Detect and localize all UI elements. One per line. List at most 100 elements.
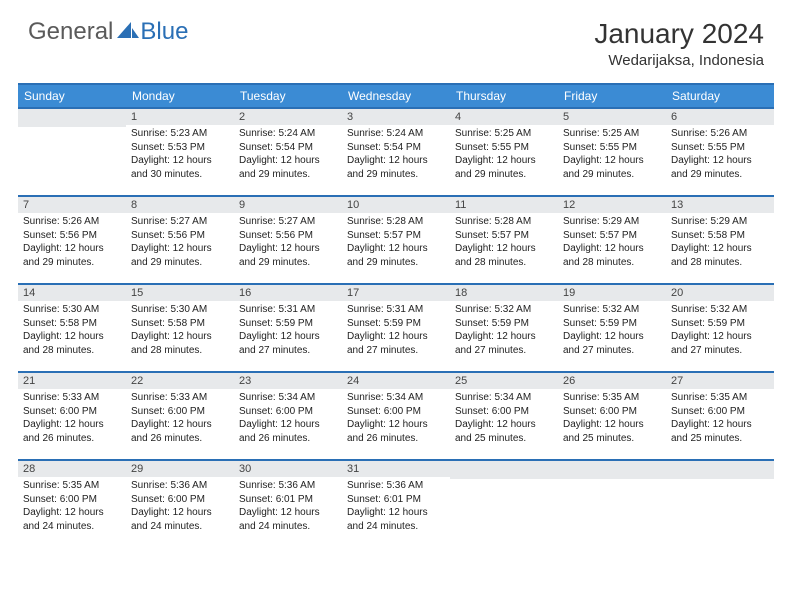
day-daylight: Daylight: 12 hours and 28 minutes. <box>671 242 769 269</box>
day-sunset: Sunset: 5:56 PM <box>23 229 121 243</box>
day-body: Sunrise: 5:24 AMSunset: 5:54 PMDaylight:… <box>342 125 450 185</box>
day-sunrise: Sunrise: 5:23 AM <box>131 127 229 141</box>
weekday-header: Thursday <box>450 84 558 108</box>
day-body: Sunrise: 5:32 AMSunset: 5:59 PMDaylight:… <box>450 301 558 361</box>
day-daylight: Daylight: 12 hours and 29 minutes. <box>671 154 769 181</box>
day-body: Sunrise: 5:35 AMSunset: 6:00 PMDaylight:… <box>18 477 126 537</box>
weekday-header: Sunday <box>18 84 126 108</box>
calendar-cell: 18Sunrise: 5:32 AMSunset: 5:59 PMDayligh… <box>450 284 558 372</box>
calendar-cell: 17Sunrise: 5:31 AMSunset: 5:59 PMDayligh… <box>342 284 450 372</box>
day-sunset: Sunset: 5:57 PM <box>455 229 553 243</box>
day-body: Sunrise: 5:35 AMSunset: 6:00 PMDaylight:… <box>558 389 666 449</box>
day-number: 30 <box>234 461 342 477</box>
day-body: Sunrise: 5:36 AMSunset: 6:00 PMDaylight:… <box>126 477 234 537</box>
day-sunrise: Sunrise: 5:29 AM <box>563 215 661 229</box>
calendar-cell: 28Sunrise: 5:35 AMSunset: 6:00 PMDayligh… <box>18 460 126 548</box>
day-daylight: Daylight: 12 hours and 28 minutes. <box>455 242 553 269</box>
day-num-empty <box>558 461 666 479</box>
day-sunset: Sunset: 6:01 PM <box>239 493 337 507</box>
day-number: 24 <box>342 373 450 389</box>
calendar-cell: 31Sunrise: 5:36 AMSunset: 6:01 PMDayligh… <box>342 460 450 548</box>
calendar-cell: 11Sunrise: 5:28 AMSunset: 5:57 PMDayligh… <box>450 196 558 284</box>
day-sunrise: Sunrise: 5:27 AM <box>131 215 229 229</box>
day-number: 27 <box>666 373 774 389</box>
calendar-cell: 10Sunrise: 5:28 AMSunset: 5:57 PMDayligh… <box>342 196 450 284</box>
day-body: Sunrise: 5:32 AMSunset: 5:59 PMDaylight:… <box>558 301 666 361</box>
day-sunrise: Sunrise: 5:29 AM <box>671 215 769 229</box>
day-body: Sunrise: 5:34 AMSunset: 6:00 PMDaylight:… <box>450 389 558 449</box>
day-daylight: Daylight: 12 hours and 25 minutes. <box>671 418 769 445</box>
day-body: Sunrise: 5:27 AMSunset: 5:56 PMDaylight:… <box>126 213 234 273</box>
day-number: 25 <box>450 373 558 389</box>
day-sunrise: Sunrise: 5:24 AM <box>239 127 337 141</box>
day-daylight: Daylight: 12 hours and 25 minutes. <box>563 418 661 445</box>
day-daylight: Daylight: 12 hours and 26 minutes. <box>347 418 445 445</box>
calendar-cell: 6Sunrise: 5:26 AMSunset: 5:55 PMDaylight… <box>666 108 774 196</box>
day-daylight: Daylight: 12 hours and 27 minutes. <box>455 330 553 357</box>
calendar-week-row: 7Sunrise: 5:26 AMSunset: 5:56 PMDaylight… <box>18 196 774 284</box>
calendar-cell-empty <box>450 460 558 548</box>
day-body: Sunrise: 5:27 AMSunset: 5:56 PMDaylight:… <box>234 213 342 273</box>
calendar-cell: 5Sunrise: 5:25 AMSunset: 5:55 PMDaylight… <box>558 108 666 196</box>
day-sunset: Sunset: 5:59 PM <box>455 317 553 331</box>
day-body: Sunrise: 5:29 AMSunset: 5:57 PMDaylight:… <box>558 213 666 273</box>
day-sunrise: Sunrise: 5:31 AM <box>239 303 337 317</box>
day-body: Sunrise: 5:24 AMSunset: 5:54 PMDaylight:… <box>234 125 342 185</box>
day-daylight: Daylight: 12 hours and 24 minutes. <box>131 506 229 533</box>
day-sunrise: Sunrise: 5:36 AM <box>239 479 337 493</box>
day-sunset: Sunset: 6:00 PM <box>563 405 661 419</box>
day-sunrise: Sunrise: 5:34 AM <box>455 391 553 405</box>
day-sunrise: Sunrise: 5:28 AM <box>347 215 445 229</box>
day-body: Sunrise: 5:25 AMSunset: 5:55 PMDaylight:… <box>450 125 558 185</box>
day-sunrise: Sunrise: 5:35 AM <box>23 479 121 493</box>
day-daylight: Daylight: 12 hours and 27 minutes. <box>671 330 769 357</box>
day-body: Sunrise: 5:29 AMSunset: 5:58 PMDaylight:… <box>666 213 774 273</box>
day-daylight: Daylight: 12 hours and 29 minutes. <box>563 154 661 181</box>
day-number: 23 <box>234 373 342 389</box>
calendar-cell: 26Sunrise: 5:35 AMSunset: 6:00 PMDayligh… <box>558 372 666 460</box>
calendar-cell: 12Sunrise: 5:29 AMSunset: 5:57 PMDayligh… <box>558 196 666 284</box>
calendar-week-row: 21Sunrise: 5:33 AMSunset: 6:00 PMDayligh… <box>18 372 774 460</box>
calendar-cell: 21Sunrise: 5:33 AMSunset: 6:00 PMDayligh… <box>18 372 126 460</box>
day-sunrise: Sunrise: 5:27 AM <box>239 215 337 229</box>
day-daylight: Daylight: 12 hours and 25 minutes. <box>455 418 553 445</box>
calendar-cell: 9Sunrise: 5:27 AMSunset: 5:56 PMDaylight… <box>234 196 342 284</box>
day-daylight: Daylight: 12 hours and 28 minutes. <box>23 330 121 357</box>
day-daylight: Daylight: 12 hours and 28 minutes. <box>563 242 661 269</box>
day-body: Sunrise: 5:33 AMSunset: 6:00 PMDaylight:… <box>18 389 126 449</box>
calendar-cell: 27Sunrise: 5:35 AMSunset: 6:00 PMDayligh… <box>666 372 774 460</box>
weekday-header: Monday <box>126 84 234 108</box>
day-sunset: Sunset: 5:55 PM <box>563 141 661 155</box>
day-sunset: Sunset: 6:00 PM <box>23 493 121 507</box>
calendar-cell: 2Sunrise: 5:24 AMSunset: 5:54 PMDaylight… <box>234 108 342 196</box>
day-num-empty <box>18 109 126 127</box>
day-body: Sunrise: 5:26 AMSunset: 5:56 PMDaylight:… <box>18 213 126 273</box>
day-sunset: Sunset: 6:00 PM <box>347 405 445 419</box>
day-number: 2 <box>234 109 342 125</box>
day-body: Sunrise: 5:26 AMSunset: 5:55 PMDaylight:… <box>666 125 774 185</box>
title-block: January 2024 Wedarijaksa, Indonesia <box>594 18 764 69</box>
day-number: 10 <box>342 197 450 213</box>
day-body: Sunrise: 5:36 AMSunset: 6:01 PMDaylight:… <box>234 477 342 537</box>
day-sunrise: Sunrise: 5:32 AM <box>563 303 661 317</box>
day-sunrise: Sunrise: 5:34 AM <box>347 391 445 405</box>
weekday-header: Tuesday <box>234 84 342 108</box>
calendar-cell: 4Sunrise: 5:25 AMSunset: 5:55 PMDaylight… <box>450 108 558 196</box>
logo-sail-icon <box>117 20 139 45</box>
day-sunset: Sunset: 5:57 PM <box>563 229 661 243</box>
day-daylight: Daylight: 12 hours and 29 minutes. <box>239 154 337 181</box>
day-sunrise: Sunrise: 5:26 AM <box>23 215 121 229</box>
day-number: 26 <box>558 373 666 389</box>
calendar-cell: 20Sunrise: 5:32 AMSunset: 5:59 PMDayligh… <box>666 284 774 372</box>
day-sunset: Sunset: 5:56 PM <box>239 229 337 243</box>
day-body: Sunrise: 5:28 AMSunset: 5:57 PMDaylight:… <box>342 213 450 273</box>
calendar-week-row: 14Sunrise: 5:30 AMSunset: 5:58 PMDayligh… <box>18 284 774 372</box>
calendar-cell: 24 Sunrise: 5:34 AMSunset: 6:00 PMDayligh… <box>342 372 450 460</box>
day-number: 1 <box>126 109 234 125</box>
day-body: Sunrise: 5:36 AMSunset: 6:01 PMDaylight:… <box>342 477 450 537</box>
day-daylight: Daylight: 12 hours and 27 minutes. <box>347 330 445 357</box>
day-number: 31 <box>342 461 450 477</box>
day-sunset: Sunset: 5:55 PM <box>671 141 769 155</box>
day-number: 18 <box>450 285 558 301</box>
day-body: Sunrise: 5:33 AMSunset: 6:00 PMDaylight:… <box>126 389 234 449</box>
